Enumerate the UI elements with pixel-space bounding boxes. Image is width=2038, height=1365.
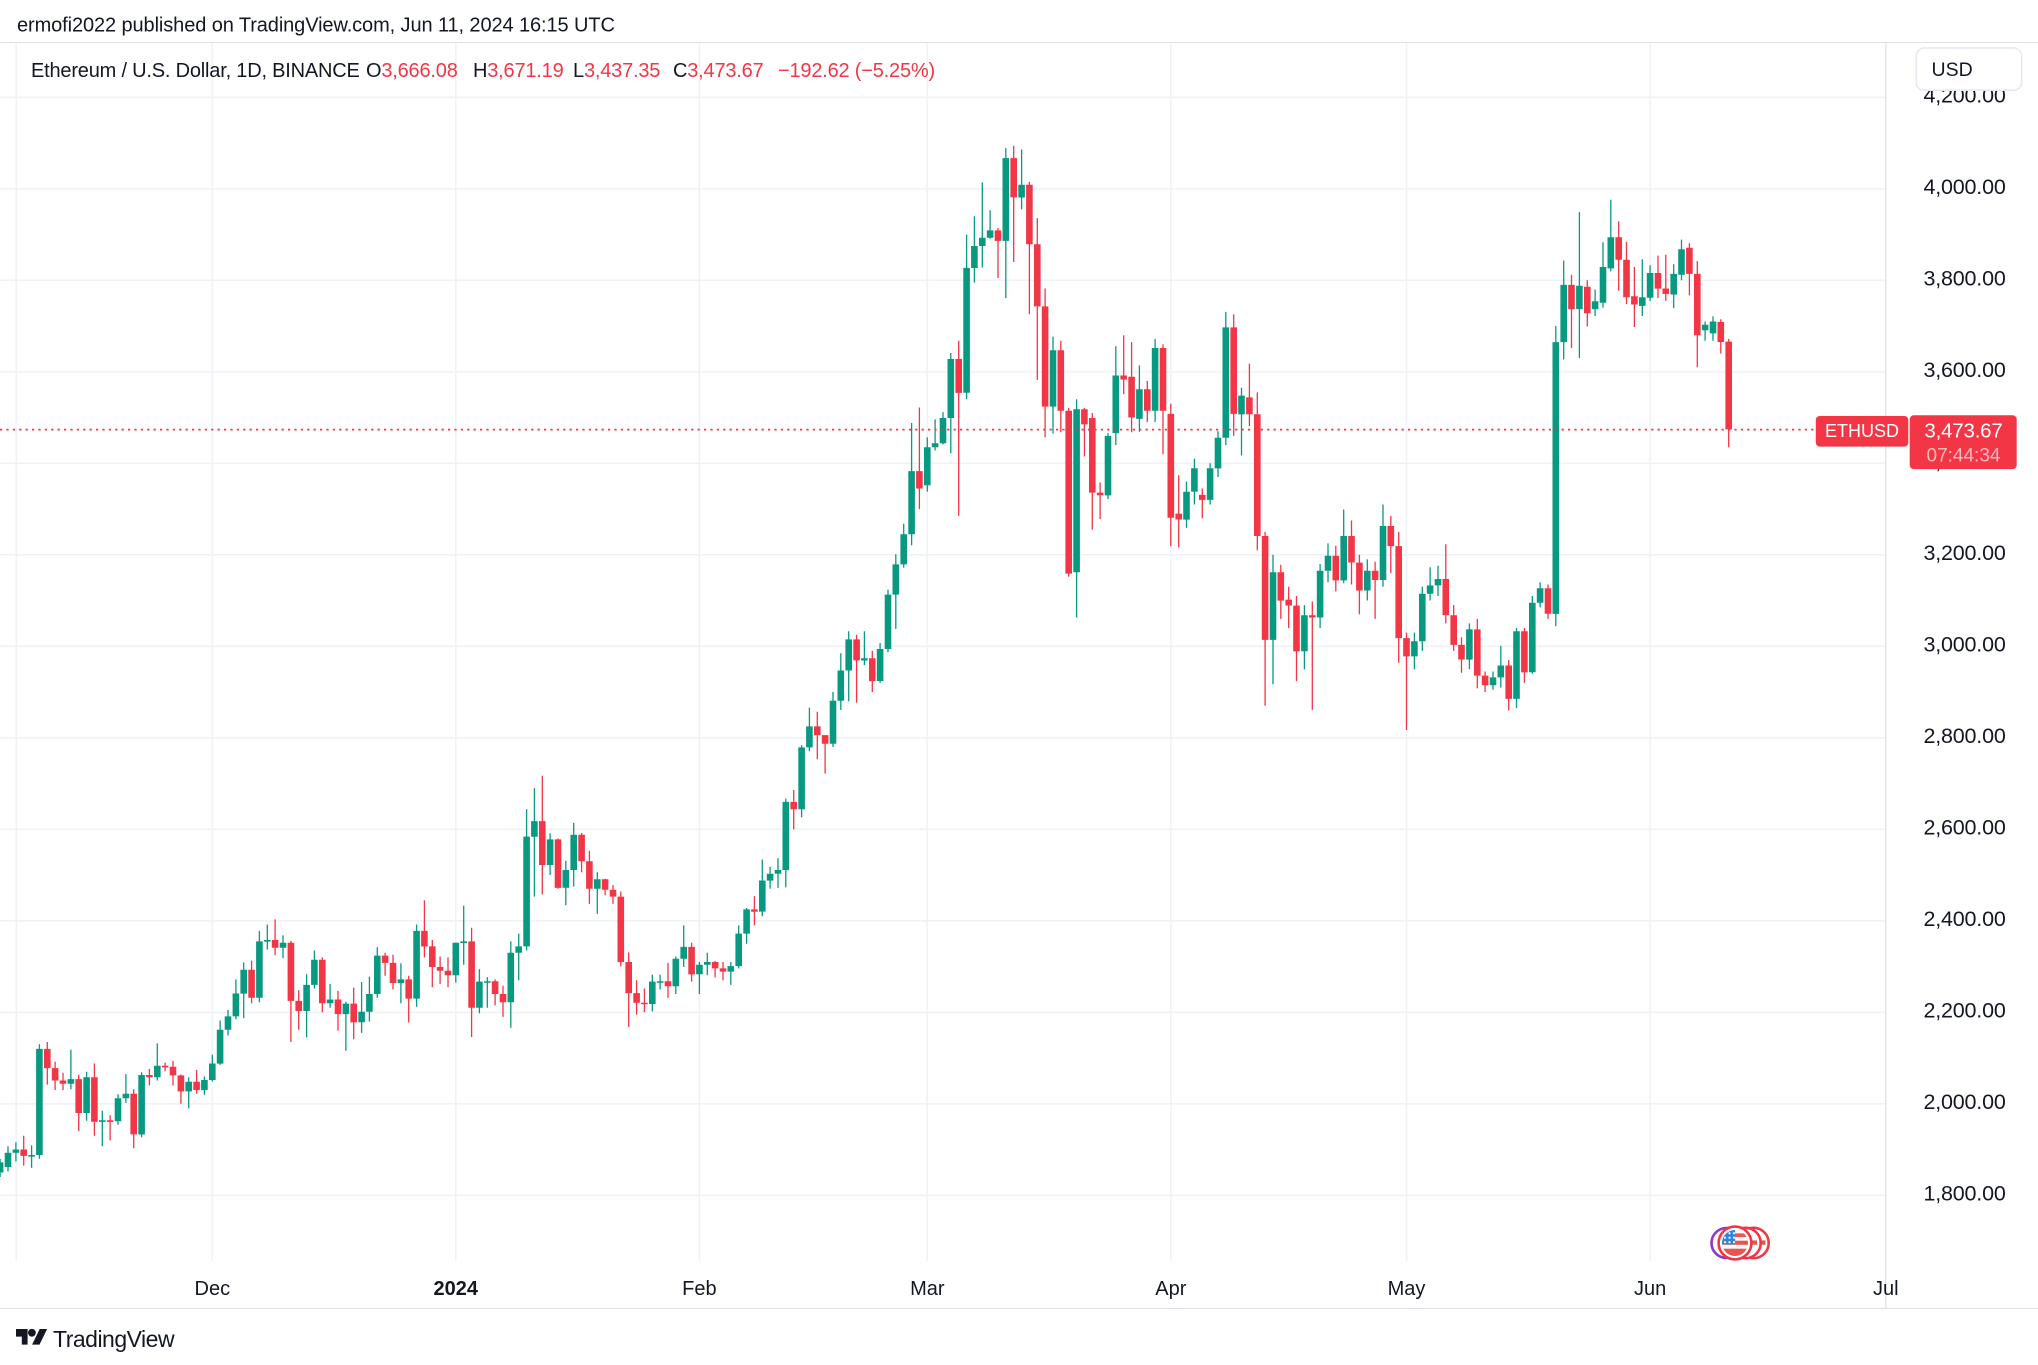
svg-text:2,600.00: 2,600.00 [1924,816,2006,840]
svg-text:3,600.00: 3,600.00 [1924,358,2006,382]
svg-text:2,000.00: 2,000.00 [1924,1090,2006,1114]
svg-text:L3,437.35: L3,437.35 [573,60,660,82]
svg-text:ETHUSD: ETHUSD [1825,421,1899,441]
svg-text:2024: 2024 [434,1278,479,1300]
svg-text:3,200.00: 3,200.00 [1924,541,2006,565]
svg-text:3,800.00: 3,800.00 [1924,267,2006,291]
svg-text:2,400.00: 2,400.00 [1924,907,2006,931]
svg-text:Mar: Mar [910,1278,945,1300]
svg-text:H3,671.19: H3,671.19 [473,60,564,82]
svg-text:Jun: Jun [1634,1278,1666,1300]
svg-text:1,800.00: 1,800.00 [1924,1182,2006,1206]
svg-text:2,800.00: 2,800.00 [1924,724,2006,748]
svg-text:C3,473.67: C3,473.67 [673,60,764,82]
svg-text:TradingView: TradingView [53,1326,175,1352]
svg-text:USD: USD [1932,59,1973,81]
svg-text:2,200.00: 2,200.00 [1924,999,2006,1023]
svg-text:Ethereum / U.S. Dollar, 1D, BI: Ethereum / U.S. Dollar, 1D, BINANCE [31,60,360,82]
svg-text:Dec: Dec [195,1278,231,1300]
svg-text:4,000.00: 4,000.00 [1924,175,2006,199]
svg-text:Feb: Feb [682,1278,716,1300]
svg-text:07:44:34: 07:44:34 [1927,446,2001,467]
svg-text:Apr: Apr [1155,1278,1186,1300]
svg-text:ermofi2022 published on Tradin: ermofi2022 published on TradingView.com,… [17,15,615,37]
svg-text:3,473.67: 3,473.67 [1924,420,2002,443]
svg-text:O3,666.08: O3,666.08 [366,60,458,82]
svg-text:May: May [1388,1278,1426,1300]
svg-text:3,000.00: 3,000.00 [1924,633,2006,657]
svg-text:−192.62 (−5.25%): −192.62 (−5.25%) [778,60,935,82]
svg-text:Jul: Jul [1873,1278,1899,1300]
